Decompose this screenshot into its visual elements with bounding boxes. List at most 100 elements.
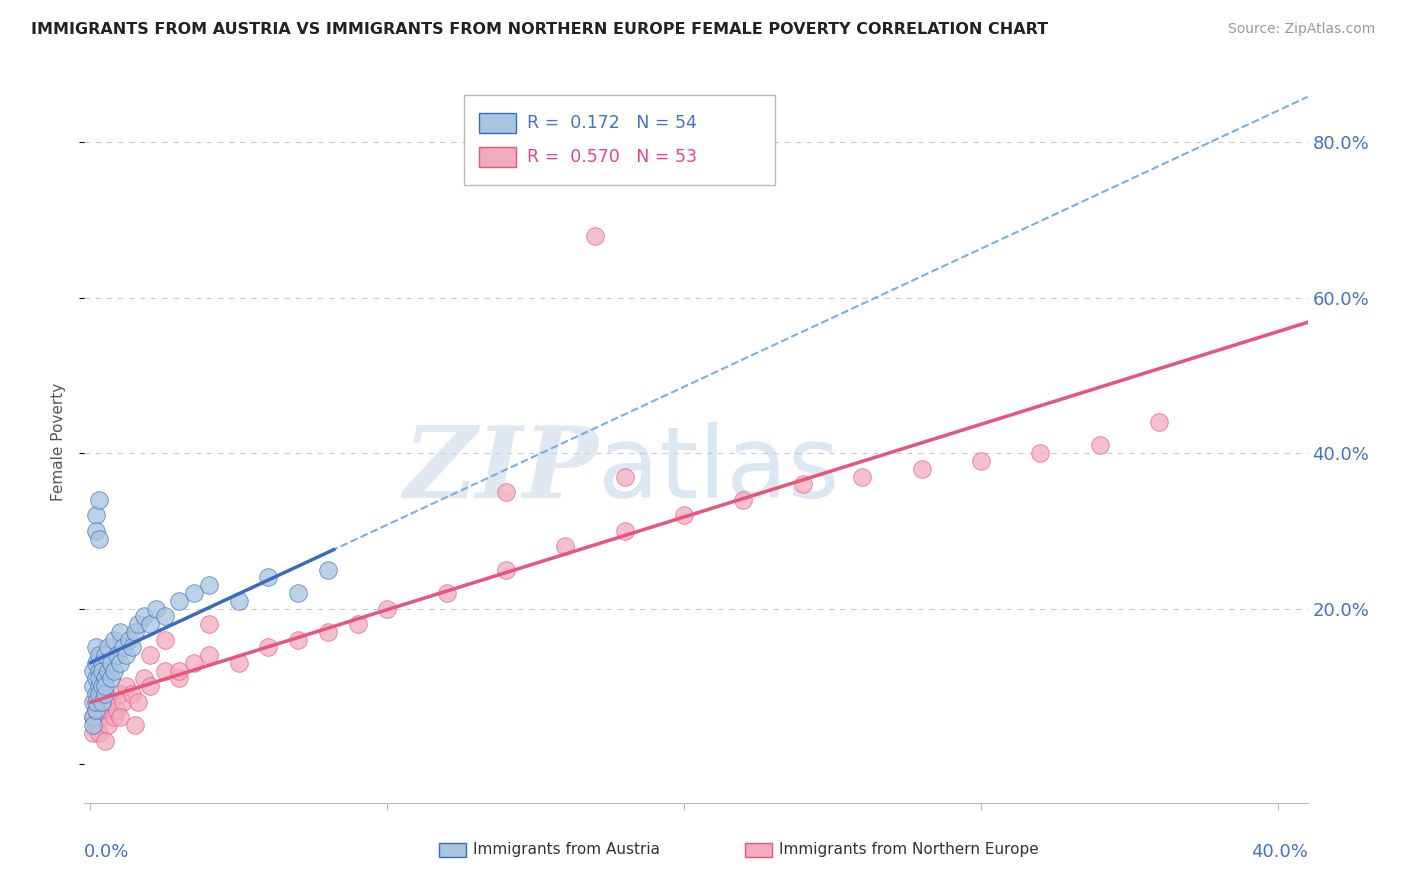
Text: R =  0.172   N = 54: R = 0.172 N = 54 <box>527 114 697 132</box>
Point <box>82 718 104 732</box>
Point <box>100 672 122 686</box>
Point <box>89 672 111 686</box>
Point <box>198 617 221 632</box>
Point <box>100 695 122 709</box>
Point <box>97 718 120 732</box>
Point <box>375 601 398 615</box>
Point <box>287 586 309 600</box>
Point <box>84 508 107 523</box>
Point <box>115 648 138 663</box>
Point <box>94 702 117 716</box>
Point <box>105 648 128 663</box>
Point <box>121 687 143 701</box>
Point <box>228 594 250 608</box>
Point <box>97 664 120 678</box>
Point <box>153 609 176 624</box>
Point <box>89 679 111 693</box>
Text: Immigrants from Northern Europe: Immigrants from Northern Europe <box>779 842 1039 857</box>
Point <box>100 656 122 670</box>
Point <box>169 594 191 608</box>
Point <box>257 640 280 655</box>
Text: ZIP: ZIP <box>404 422 598 518</box>
Point <box>105 702 128 716</box>
Y-axis label: Female Poverty: Female Poverty <box>51 383 66 500</box>
Point <box>103 664 125 678</box>
Point <box>91 656 114 670</box>
Point <box>89 532 111 546</box>
FancyBboxPatch shape <box>479 147 516 167</box>
Point <box>118 632 141 647</box>
Point <box>108 687 131 701</box>
Point <box>84 702 107 716</box>
Point <box>127 695 149 709</box>
Point <box>82 695 104 709</box>
Point <box>91 664 114 678</box>
Point <box>84 524 107 538</box>
Point <box>613 469 636 483</box>
Point <box>103 632 125 647</box>
Point <box>169 664 191 678</box>
Point <box>1147 415 1170 429</box>
Point <box>108 656 131 670</box>
Point <box>89 492 111 507</box>
Point <box>84 702 107 716</box>
Point <box>84 656 107 670</box>
Point <box>127 617 149 632</box>
FancyBboxPatch shape <box>464 95 776 185</box>
FancyBboxPatch shape <box>479 112 516 133</box>
Point <box>198 578 221 592</box>
Text: Source: ZipAtlas.com: Source: ZipAtlas.com <box>1227 22 1375 37</box>
Point <box>84 672 107 686</box>
Point <box>82 710 104 724</box>
Point <box>91 679 114 693</box>
Text: Immigrants from Austria: Immigrants from Austria <box>474 842 661 857</box>
Point <box>495 563 517 577</box>
Point <box>108 624 131 639</box>
Point <box>495 485 517 500</box>
Point <box>145 601 167 615</box>
Point <box>673 508 696 523</box>
Point <box>554 540 576 554</box>
Point <box>583 228 606 243</box>
Point <box>1088 438 1111 452</box>
Point <box>316 624 339 639</box>
Point <box>91 687 114 701</box>
Point <box>792 477 814 491</box>
Point <box>169 672 191 686</box>
Point <box>89 695 111 709</box>
Point <box>153 632 176 647</box>
Point <box>94 733 117 747</box>
Point <box>111 640 134 655</box>
Point <box>132 609 155 624</box>
Point <box>124 624 146 639</box>
Point <box>91 695 114 709</box>
Point <box>132 672 155 686</box>
Point <box>94 687 117 701</box>
Point <box>970 454 993 468</box>
Point <box>108 710 131 724</box>
FancyBboxPatch shape <box>439 843 465 857</box>
Point <box>316 563 339 577</box>
Point <box>287 632 309 647</box>
Point <box>183 586 205 600</box>
Point <box>138 679 160 693</box>
Point <box>733 492 755 507</box>
Point <box>111 695 134 709</box>
Point <box>84 718 107 732</box>
Point <box>89 687 111 701</box>
Point <box>1029 446 1052 460</box>
Point <box>84 695 107 709</box>
Point <box>124 718 146 732</box>
Point <box>346 617 368 632</box>
Point <box>84 687 107 701</box>
Point <box>183 656 205 670</box>
Point <box>257 570 280 584</box>
Text: atlas: atlas <box>598 422 839 519</box>
Point <box>94 648 117 663</box>
Point <box>910 461 932 475</box>
Text: 40.0%: 40.0% <box>1251 843 1308 861</box>
Point <box>94 672 117 686</box>
Point <box>121 640 143 655</box>
Point <box>138 617 160 632</box>
Point <box>198 648 221 663</box>
